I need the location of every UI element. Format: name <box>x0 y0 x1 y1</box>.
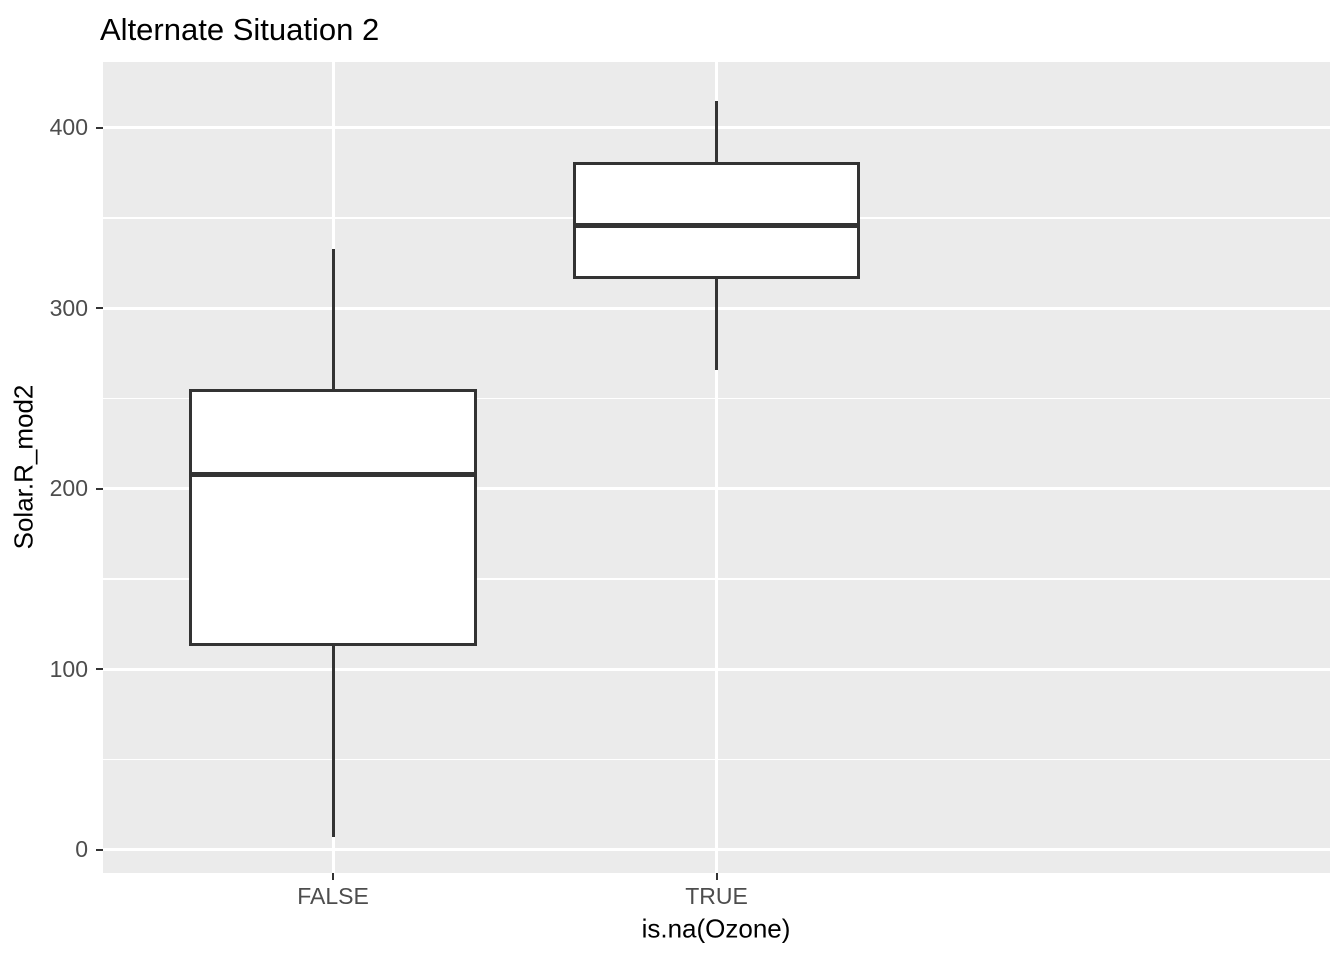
y-axis-title: Solar.R_mod2 <box>8 384 39 550</box>
boxplot-median <box>572 222 861 228</box>
y-tick-label: 0 <box>75 836 88 863</box>
x-tick-label: TRUE <box>685 883 748 909</box>
boxplot-upper-whisker <box>331 248 335 390</box>
y-axis-tick <box>96 668 103 671</box>
y-tick-label: 100 <box>49 655 88 682</box>
x-axis-title: is.na(Ozone) <box>641 913 791 944</box>
boxplot-box-true <box>572 162 861 280</box>
boxplot-lower-whisker <box>715 279 718 370</box>
x-axis-tick <box>332 873 335 880</box>
y-axis-tick <box>96 126 103 129</box>
y-tick-label: 200 <box>49 475 88 502</box>
boxplot-upper-whisker <box>715 100 718 163</box>
y-axis-tick <box>96 848 103 851</box>
y-tick-label: 400 <box>49 114 88 141</box>
y-axis-tick <box>96 487 103 490</box>
boxplot-median <box>189 471 477 477</box>
y-axis-tick <box>96 307 103 310</box>
plot-panel <box>103 62 1330 873</box>
x-tick-label: FALSE <box>297 883 369 909</box>
x-axis-tick <box>715 873 718 880</box>
boxplot-lower-whisker <box>331 645 335 837</box>
plot-title: Alternate Situation 2 <box>100 12 380 47</box>
x-major-gridline <box>715 62 718 873</box>
y-tick-label: 300 <box>49 294 88 321</box>
boxplot-box-false <box>189 389 477 646</box>
